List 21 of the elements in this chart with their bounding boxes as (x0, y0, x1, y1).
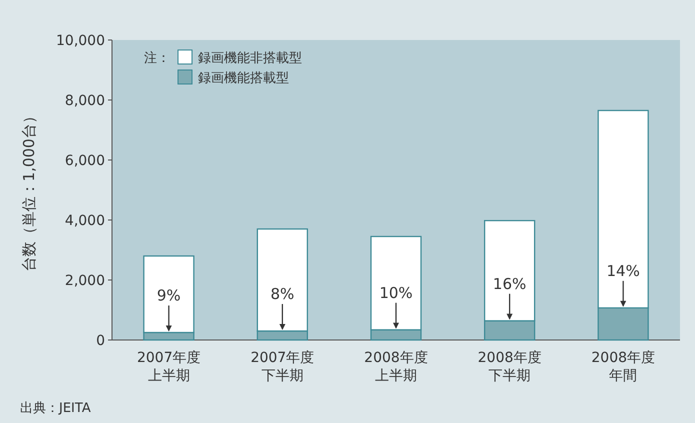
annotation: 8% (270, 285, 294, 303)
x-tick-label: 2008年度年間 (591, 350, 656, 384)
x-tick-label: 2007年度上半期 (136, 350, 201, 384)
y-tick-label: 0 (96, 333, 105, 349)
x-tick-label: 2008年度上半期 (364, 350, 428, 384)
annotation: 16% (492, 274, 526, 293)
annotation: 14% (606, 262, 640, 280)
legend-label: 録画機能搭載型 (198, 71, 289, 86)
x-tick-label: 2008年度下半期 (478, 350, 542, 384)
legend-label: 録画機能非搭載型 (198, 51, 302, 66)
legend-title: 注： (144, 51, 170, 66)
annotation: 10% (379, 284, 413, 302)
y-tick-label: 8,000 (64, 93, 105, 109)
y-tick-label: 4,000 (64, 213, 105, 229)
y-tick-label: 6,000 (64, 153, 105, 169)
y-tick-label: 10,000 (56, 33, 105, 49)
annotation: 9% (156, 286, 181, 304)
x-tick-label: 2007年度下半期 (250, 350, 314, 384)
y-axis-title: 台数（単位：1,000台） (20, 108, 38, 272)
source-note: 出典：JEITA (20, 401, 91, 416)
y-tick-label: 2,000 (64, 273, 105, 289)
